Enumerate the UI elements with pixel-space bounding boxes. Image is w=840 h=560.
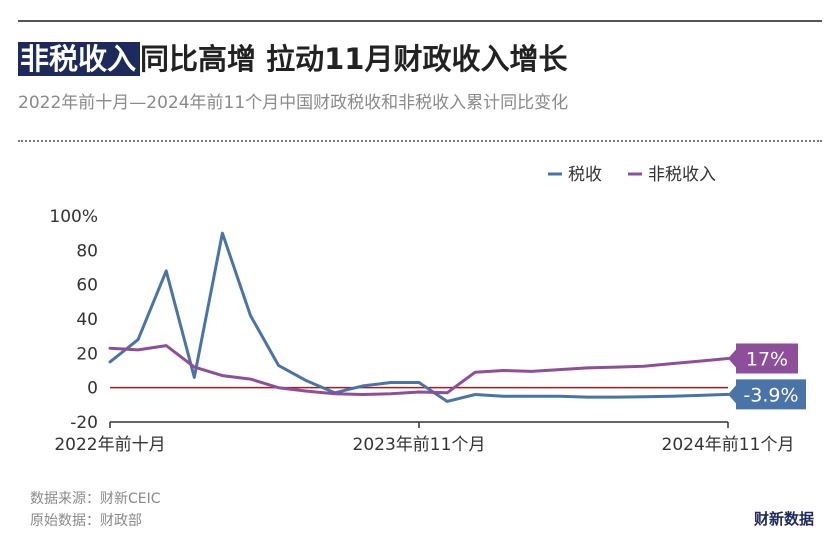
x-tick-label: 2023年前11个月 [353,435,486,455]
end-label-nontax: 17% [728,343,798,374]
series-line-tax [108,231,730,403]
y-tick-label: -20 [70,413,98,433]
title-rest: 同比高增 拉动11月财政收入增长 [140,42,568,76]
end-label-text: 17% [746,348,788,370]
x-tick-label: 2024年前11个月 [662,435,795,455]
legend: 税收 非税收入 [548,165,716,185]
chart-subtitle: 2022年前十月—2024年前11个月中国财政税收和非税收入累计同比变化 [18,93,569,113]
end-label-text: -3.9% [743,384,798,406]
page-title: 非税收入 同比高增 拉动11月财政收入增长 [18,36,567,78]
end-label-pointer [728,385,736,404]
data-source-note: 数据来源：财新CEIC [30,491,161,507]
y-tick-label: 80 [76,241,98,261]
series-line-nontax [108,344,730,396]
y-tick-label: 40 [76,310,98,330]
legend-item-nontax: 非税收入 [628,165,716,185]
series-lines [108,231,730,403]
legend-item-tax: 税收 [548,165,602,185]
y-tick-label: 0 [87,379,98,399]
axes: 2022年前十月 2023年前11个月 2024年前11个月 [54,386,795,455]
end-label-pointer [728,349,736,368]
y-tick-label: 100% [49,207,98,227]
y-axis-grid: -20 0 20 40 60 80 100% [49,207,98,433]
y-tick-label: 60 [76,276,98,296]
line-chart: -20 0 20 40 60 80 100% 2022年前十月 2023年前11个月 2024年… [49,165,806,455]
y-tick-label: 20 [76,344,98,364]
end-label-box [736,379,806,410]
end-label-tax: -3.9% [728,379,806,410]
legend-label: 税收 [568,165,602,185]
legend-label: 非税收入 [648,165,716,185]
original-data-note: 原始数据：财政部 [30,513,142,529]
end-label-box [736,343,798,374]
brand-logo: 财新数据 [753,510,814,528]
x-tick-label: 2022年前十月 [54,435,165,455]
dotted-divider [18,140,822,142]
end-labels: -3.9% 17% [728,343,806,410]
title-highlight: 非税收入 [18,42,141,76]
top-rule [18,20,822,22]
